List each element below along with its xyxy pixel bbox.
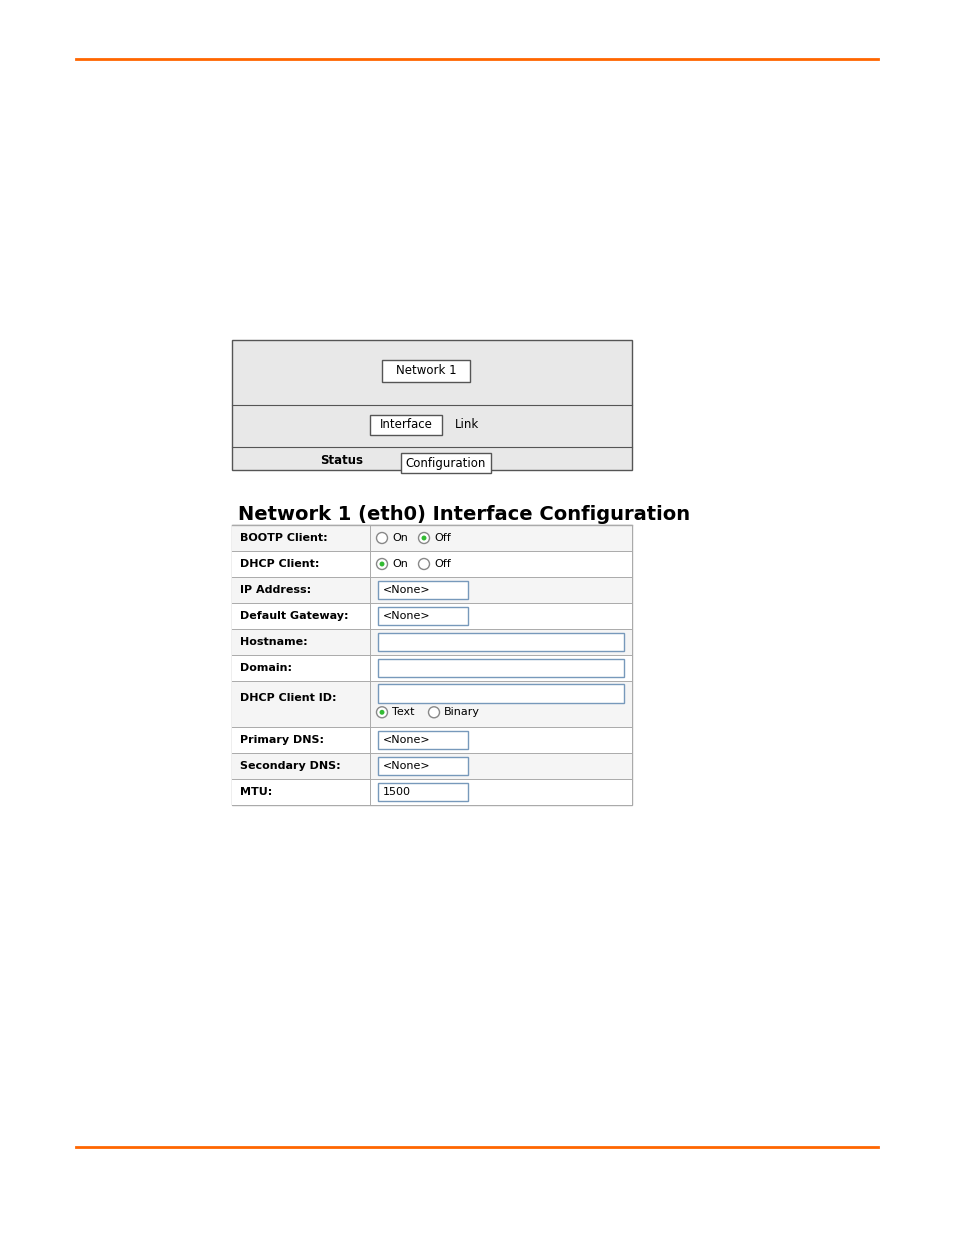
Bar — [232, 551, 631, 577]
Circle shape — [379, 562, 384, 567]
Circle shape — [376, 706, 387, 718]
Bar — [377, 731, 468, 748]
Text: Primary DNS:: Primary DNS: — [240, 735, 324, 745]
Bar — [377, 757, 468, 776]
Text: Network 1: Network 1 — [395, 364, 456, 378]
Bar — [232, 340, 631, 471]
Text: Interface: Interface — [379, 419, 432, 431]
Bar — [232, 525, 631, 805]
Text: Network 1 (eth0) Interface Configuration: Network 1 (eth0) Interface Configuration — [237, 505, 689, 524]
Bar — [400, 453, 491, 473]
Text: Configuration: Configuration — [405, 457, 486, 469]
Text: Text: Text — [392, 708, 414, 718]
Text: Link: Link — [455, 419, 478, 431]
Text: Off: Off — [434, 534, 450, 543]
Text: Binary: Binary — [443, 708, 479, 718]
Bar — [232, 680, 631, 727]
Circle shape — [376, 558, 387, 569]
Text: On: On — [392, 534, 408, 543]
Bar — [232, 753, 631, 779]
Bar — [232, 779, 631, 805]
Text: Domain:: Domain: — [240, 663, 292, 673]
Circle shape — [379, 710, 384, 715]
Bar — [232, 629, 631, 655]
Circle shape — [418, 558, 429, 569]
Text: <None>: <None> — [382, 611, 430, 621]
Bar — [232, 655, 631, 680]
Text: 1500: 1500 — [382, 787, 411, 797]
Bar — [381, 359, 470, 382]
Text: Secondary DNS:: Secondary DNS: — [240, 761, 340, 771]
Text: Status: Status — [319, 454, 363, 468]
Bar — [377, 634, 623, 651]
Text: <None>: <None> — [382, 585, 430, 595]
Bar — [377, 684, 623, 703]
Text: Default Gateway:: Default Gateway: — [240, 611, 348, 621]
Text: <None>: <None> — [382, 761, 430, 771]
Text: IP Address:: IP Address: — [240, 585, 311, 595]
Circle shape — [418, 532, 429, 543]
Bar — [232, 727, 631, 753]
Bar — [232, 577, 631, 603]
Circle shape — [376, 532, 387, 543]
Text: On: On — [392, 559, 408, 569]
Text: <None>: <None> — [382, 735, 430, 745]
Bar — [377, 783, 468, 802]
Text: BOOTP Client:: BOOTP Client: — [240, 534, 327, 543]
Bar — [377, 580, 468, 599]
Bar — [377, 659, 623, 677]
Bar — [370, 415, 441, 435]
Text: Hostname:: Hostname: — [240, 637, 307, 647]
Circle shape — [421, 536, 426, 541]
Text: MTU:: MTU: — [240, 787, 272, 797]
Text: Off: Off — [434, 559, 450, 569]
Bar — [232, 525, 631, 551]
Bar — [377, 606, 468, 625]
Text: DHCP Client:: DHCP Client: — [240, 559, 319, 569]
Text: DHCP Client ID:: DHCP Client ID: — [240, 694, 336, 704]
Bar — [232, 603, 631, 629]
Circle shape — [428, 706, 439, 718]
